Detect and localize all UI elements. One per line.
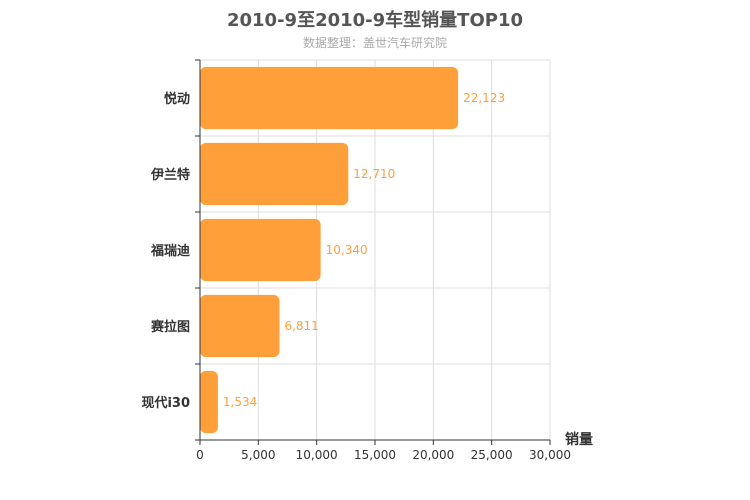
data-label: 10,340 [326, 243, 368, 257]
category-label: 悦动 [164, 91, 190, 107]
bar [200, 370, 218, 434]
x-axis-label: 销量 [565, 431, 593, 448]
category-label: 赛拉图 [150, 319, 190, 335]
category-label: 现代i30 [141, 395, 190, 411]
bar [200, 142, 349, 206]
chart-title: 2010-9至2010-9车型销量TOP10 [226, 10, 523, 31]
x-tick-label: 5,000 [241, 448, 275, 462]
data-label: 6,811 [284, 319, 318, 333]
x-tick-label: 20,000 [412, 448, 454, 462]
bar [200, 66, 459, 130]
bar [200, 294, 280, 358]
chart-subtitle: 数据整理：盖世汽车研究院 [302, 36, 447, 50]
data-label: 1,534 [223, 395, 257, 409]
bar [200, 218, 321, 282]
x-tick-label: 25,000 [471, 448, 513, 462]
category-label: 伊兰特 [150, 167, 190, 183]
category-label: 福瑞迪 [150, 243, 190, 259]
x-tick-label: 10,000 [296, 448, 338, 462]
x-tick-label: 30,000 [529, 448, 571, 462]
data-label: 12,710 [353, 167, 395, 181]
x-tick-label: 0 [196, 448, 204, 462]
x-tick-label: 15,000 [354, 448, 396, 462]
data-label: 22,123 [463, 91, 505, 105]
